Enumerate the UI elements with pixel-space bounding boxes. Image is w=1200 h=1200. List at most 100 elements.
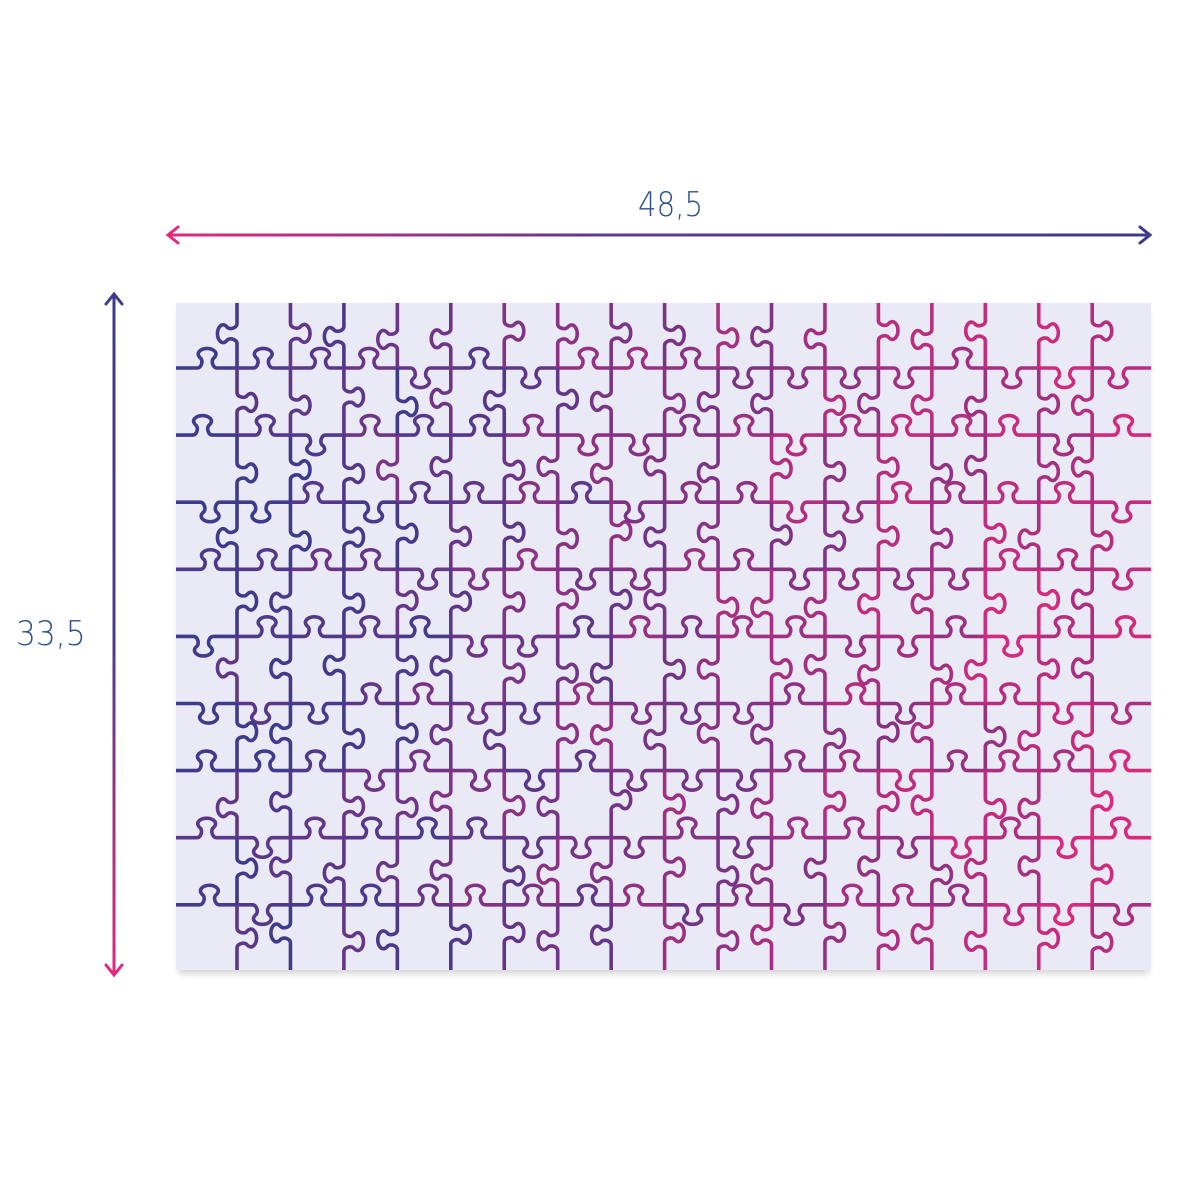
puzzle-cut-line bbox=[930, 636, 954, 704]
puzzle-cut-line bbox=[235, 569, 259, 637]
puzzle-cut-line bbox=[931, 749, 986, 773]
puzzle-cut-line bbox=[611, 500, 665, 524]
puzzle-cut-line bbox=[376, 837, 400, 905]
puzzle-cut-line bbox=[718, 366, 772, 390]
puzzle-cut-line bbox=[664, 346, 719, 370]
puzzle-cut-line bbox=[609, 569, 633, 637]
puzzle-cut-line bbox=[824, 816, 879, 840]
puzzle-cut-line bbox=[611, 346, 665, 370]
puzzle-cut-line bbox=[397, 682, 451, 706]
puzzle-cut-line bbox=[376, 303, 400, 368]
puzzle-cut-line bbox=[555, 636, 580, 704]
puzzle-cut-line bbox=[1036, 435, 1061, 503]
puzzle-cut-line bbox=[449, 502, 473, 570]
puzzle-cut-line bbox=[429, 636, 453, 704]
puzzle-cut-line bbox=[662, 837, 686, 905]
puzzle-cut-line bbox=[771, 749, 825, 773]
puzzle-cut-line bbox=[290, 701, 344, 725]
puzzle-cut-line bbox=[397, 413, 451, 437]
puzzle-cut-line bbox=[878, 480, 932, 504]
jigsaw-puzzle-board bbox=[176, 303, 1151, 970]
puzzle-cut-line bbox=[771, 433, 825, 457]
puzzle-cut-line bbox=[1038, 366, 1093, 390]
puzzle-cut-line bbox=[824, 567, 879, 591]
puzzle-cut-line bbox=[237, 903, 291, 927]
puzzle-cut-line bbox=[611, 835, 665, 860]
puzzle-cut-line bbox=[611, 567, 665, 591]
puzzle-cut-line bbox=[269, 770, 293, 838]
puzzle-cut-line bbox=[824, 500, 879, 524]
puzzle-cut-line bbox=[1038, 835, 1093, 860]
puzzle-cut-line bbox=[429, 837, 453, 905]
puzzle-cut-line bbox=[237, 615, 291, 639]
puzzle-cut-line bbox=[504, 480, 558, 504]
puzzle-cut-line bbox=[343, 682, 398, 706]
puzzle-cut-line bbox=[288, 303, 312, 368]
puzzle-cut-line bbox=[504, 366, 558, 390]
puzzle-cut-line bbox=[235, 904, 259, 970]
puzzle-cut-line bbox=[1090, 502, 1114, 570]
puzzle-cut-line bbox=[502, 435, 526, 503]
puzzle-cut-line bbox=[716, 569, 740, 637]
puzzle-cut-line bbox=[716, 770, 740, 838]
puzzle-cut-line bbox=[555, 569, 580, 637]
puzzle-cut-line bbox=[504, 883, 558, 907]
puzzle-cut-line bbox=[963, 368, 988, 436]
puzzle-cut-line bbox=[555, 502, 580, 570]
puzzle-cut-line bbox=[269, 904, 293, 970]
puzzle-cut-line bbox=[1036, 904, 1061, 970]
puzzle-cut-line bbox=[504, 413, 558, 437]
puzzle-cut-line bbox=[718, 835, 772, 860]
puzzle-cut-line bbox=[502, 904, 526, 970]
puzzle-cut-line bbox=[931, 346, 986, 370]
puzzle-cut-line bbox=[449, 569, 473, 637]
puzzle-cut-line bbox=[643, 703, 667, 771]
puzzle-cut-line bbox=[536, 837, 560, 905]
puzzle-cut-line bbox=[504, 634, 558, 658]
puzzle-cut-line bbox=[910, 303, 934, 368]
puzzle-cut-line bbox=[557, 615, 612, 639]
puzzle-cut-line bbox=[450, 346, 505, 370]
puzzle-cut-line bbox=[450, 816, 505, 840]
puzzle-cut-line bbox=[290, 547, 344, 572]
puzzle-cut-line bbox=[397, 883, 451, 907]
puzzle-cut-line bbox=[823, 703, 847, 771]
puzzle-cut-line bbox=[1090, 904, 1114, 970]
puzzle-cut-line bbox=[930, 502, 954, 570]
puzzle-cut-line bbox=[502, 636, 526, 704]
puzzle-cut-line bbox=[376, 904, 400, 970]
puzzle-cut-line bbox=[985, 480, 1039, 504]
puzzle-cut-line bbox=[878, 567, 932, 591]
puzzle-cut-line bbox=[664, 615, 719, 639]
puzzle-cut-line bbox=[1092, 567, 1151, 591]
puzzle-cut-line bbox=[963, 435, 988, 503]
puzzle-cut-line bbox=[1092, 701, 1151, 725]
puzzle-cut-line bbox=[718, 883, 772, 907]
puzzle-cut-line bbox=[1090, 303, 1114, 368]
puzzle-cut-line bbox=[983, 502, 1007, 570]
puzzle-cut-line bbox=[1017, 502, 1041, 570]
puzzle-cut-line bbox=[931, 615, 986, 639]
puzzle-cut-line bbox=[985, 634, 1039, 658]
puzzle-cut-line bbox=[1070, 368, 1094, 436]
puzzle-cut-line bbox=[502, 303, 526, 368]
puzzle-cut-line bbox=[176, 701, 237, 725]
puzzle-cut-line bbox=[931, 413, 986, 437]
puzzle-cut-line bbox=[611, 615, 665, 639]
puzzle-cut-line bbox=[557, 480, 612, 504]
puzzle-cut-line bbox=[983, 770, 1007, 838]
puzzle-cut-line bbox=[857, 569, 881, 637]
puzzle-cut-line bbox=[176, 634, 237, 658]
puzzle-cut-line bbox=[1038, 433, 1093, 457]
puzzle-cut-line bbox=[876, 703, 900, 771]
puzzle-cut-line bbox=[450, 480, 505, 504]
puzzle-cut-line bbox=[269, 703, 293, 771]
puzzle-cut-line bbox=[235, 435, 259, 503]
puzzle-cut-line bbox=[716, 904, 740, 970]
puzzle-cut-line bbox=[983, 569, 1007, 637]
puzzle-cut-line bbox=[555, 368, 580, 436]
puzzle-cut-line bbox=[876, 502, 900, 570]
puzzle-cut-line bbox=[857, 368, 881, 436]
puzzle-cut-line bbox=[609, 303, 633, 368]
puzzle-cut-line bbox=[176, 500, 237, 524]
